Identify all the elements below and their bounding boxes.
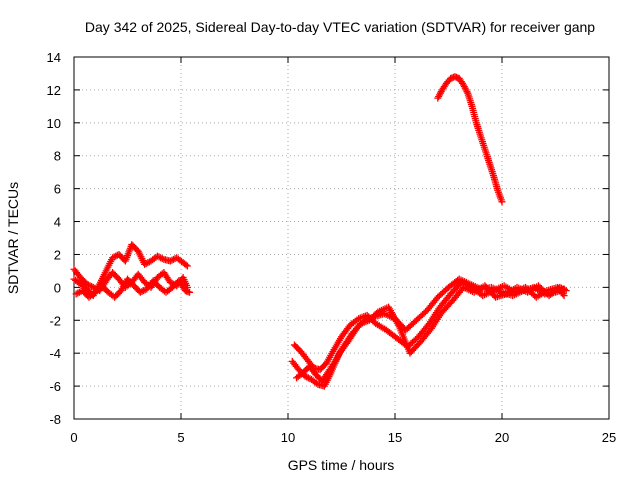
data-point — [186, 288, 194, 296]
data-point — [88, 283, 96, 291]
data-point — [138, 287, 146, 295]
x-tick-label: 0 — [70, 430, 77, 445]
data-point — [144, 259, 152, 267]
data-point — [157, 254, 165, 262]
data-point — [312, 379, 320, 387]
y-tick-label: 4 — [54, 215, 61, 230]
data-point — [83, 280, 91, 288]
series-arc-late-c — [293, 282, 570, 385]
y-tick-label: 6 — [54, 182, 61, 197]
data-point — [463, 88, 471, 96]
data-point — [72, 290, 80, 298]
data-point — [562, 287, 570, 295]
data-point — [166, 278, 174, 286]
x-tick-label: 10 — [281, 430, 295, 445]
data-point — [140, 287, 148, 295]
data-point — [561, 286, 569, 294]
data-point — [303, 373, 311, 381]
plot-frame — [73, 56, 610, 420]
y-tick-label: -8 — [49, 412, 61, 427]
data-point — [155, 253, 163, 261]
data-point — [182, 261, 190, 269]
axis-tick-labels: 0 5 10 15 20 25 -8 -6 -4 -2 0 2 4 6 8 10 12 14 — [47, 50, 617, 445]
axis-ticks — [73, 56, 610, 420]
data-point — [110, 253, 118, 261]
y-tick-label: -6 — [49, 379, 61, 394]
chart-title: Day 342 of 2025, Sidereal Day-to-day VTE… — [85, 19, 595, 35]
series-arc-early-a — [70, 241, 191, 300]
y-tick-label: 0 — [54, 280, 61, 295]
data-point — [136, 288, 144, 296]
data-point — [304, 374, 312, 382]
y-tick-label: 8 — [54, 149, 61, 164]
x-tick-label: 15 — [388, 430, 402, 445]
data-point — [86, 282, 94, 290]
data-point — [166, 257, 174, 265]
data-point — [559, 285, 567, 293]
data-point — [158, 255, 166, 263]
data-point — [153, 252, 161, 260]
y-axis-label: SDTVAR / TECUs — [5, 182, 21, 294]
grid-lines — [74, 57, 609, 419]
data-point — [141, 260, 149, 268]
data-point — [84, 281, 92, 289]
data-point — [556, 283, 564, 291]
data-point — [498, 198, 506, 206]
data-point — [142, 260, 150, 268]
x-tick-label: 5 — [177, 430, 184, 445]
x-tick-label: 20 — [495, 430, 509, 445]
series-arc-early-c — [72, 275, 194, 301]
data-point — [557, 284, 565, 292]
y-tick-label: -2 — [49, 313, 61, 328]
data-points — [70, 73, 570, 390]
x-tick-label: 25 — [602, 430, 616, 445]
y-tick-label: -4 — [49, 346, 61, 361]
x-axis-label: GPS time / hours — [288, 457, 395, 473]
data-point — [74, 289, 82, 297]
y-tick-label: 10 — [47, 116, 61, 131]
y-tick-label: 12 — [47, 83, 61, 98]
data-point — [109, 254, 117, 262]
y-tick-label: 2 — [54, 247, 61, 262]
data-point — [168, 256, 176, 264]
data-point — [183, 262, 191, 270]
series-arc-high — [434, 73, 506, 206]
data-point — [89, 283, 97, 291]
y-tick-label: 14 — [47, 50, 61, 65]
